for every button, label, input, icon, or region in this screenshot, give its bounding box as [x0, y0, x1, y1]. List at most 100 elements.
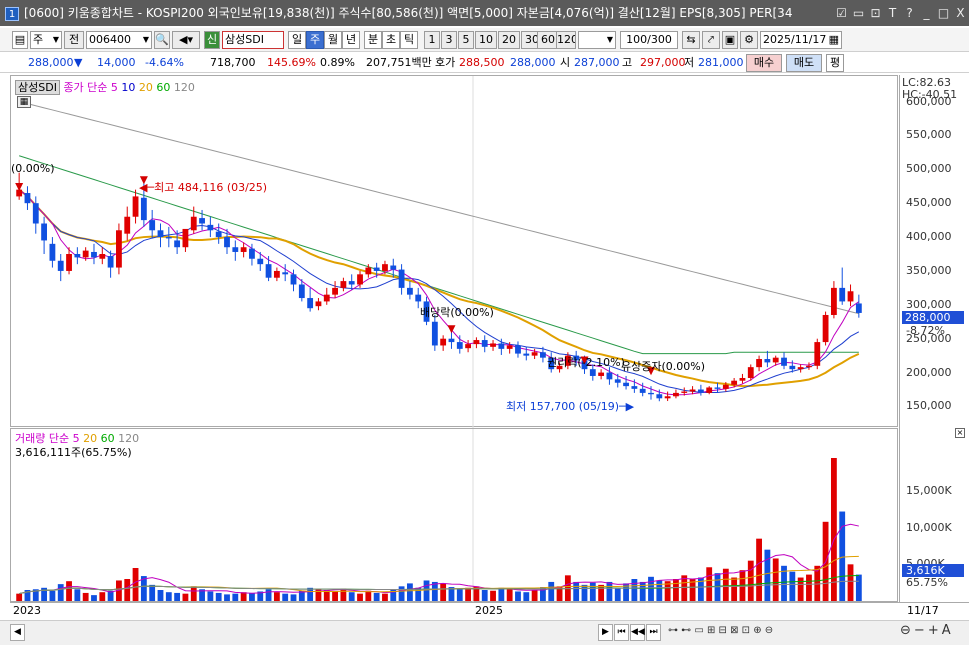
- pin-icon[interactable]: T: [888, 6, 897, 20]
- period-week[interactable]: 주: [306, 31, 324, 49]
- candle-body: [564, 355, 571, 366]
- gear-icon[interactable]: ⚙: [740, 31, 758, 49]
- tile-icon[interactable]: ⊡: [870, 6, 881, 20]
- change-percent: -4.64%: [145, 56, 184, 69]
- menu-icon[interactable]: ▤: [12, 31, 28, 49]
- period-tick[interactable]: 틱: [400, 31, 418, 49]
- candle-body: [132, 196, 139, 217]
- hc-label: HC:-40.51: [902, 88, 958, 101]
- volume-bar: [323, 590, 330, 601]
- minimize-icon[interactable]: _: [923, 6, 930, 20]
- ma-period-60: 60: [156, 81, 171, 94]
- start-annotation: (0.00%): [11, 162, 55, 175]
- x-label-2025: 2025: [475, 604, 503, 617]
- stock-name-field[interactable]: 삼성SDI: [222, 31, 284, 49]
- interval-1[interactable]: 1: [424, 31, 440, 49]
- price-panel-name[interactable]: 삼성SDI: [15, 80, 60, 95]
- candle-body: [747, 367, 754, 378]
- volume-bar: [756, 538, 762, 601]
- calendar-icon[interactable]: ▦: [828, 33, 839, 46]
- speaker-icon[interactable]: ◀▾: [172, 31, 200, 49]
- eval-button[interactable]: 평: [826, 54, 844, 72]
- search-icon[interactable]: 🔍: [154, 31, 170, 49]
- sell-button[interactable]: 매도: [786, 54, 822, 72]
- cursor-icon[interactable]: ⤤: [702, 31, 720, 49]
- candle-body: [66, 254, 72, 271]
- volume-bar: [747, 560, 754, 601]
- volume-chart[interactable]: 거래량 단순 5 20 60 120 3,616,111주(65.75%): [10, 428, 898, 603]
- scroll-left-icon[interactable]: ◀: [10, 624, 25, 641]
- date-input[interactable]: 2025/11/17 ▦: [760, 31, 842, 49]
- chart-scrollbar[interactable]: ◀ ▶ ⏮ ◀◀ ⏭ ⊶ ⊷ ▭ ⊞ ⊟ ⊠ ⊡ ⊕ ⊖ ⊖−+A: [0, 620, 969, 645]
- price-chart[interactable]: 삼성SDI 종가 단순 5 10 20 60 120 ▦ (0.00%) ◀─최…: [10, 75, 898, 428]
- interval-20[interactable]: 20: [498, 31, 520, 49]
- interval-custom-select[interactable]: ▼: [578, 31, 616, 49]
- vol-ma-5: 5: [72, 432, 80, 445]
- ma-period-10: 10: [121, 81, 136, 94]
- volume-bar: [149, 584, 156, 601]
- candle-body: [556, 365, 563, 370]
- interval-10[interactable]: 10: [475, 31, 497, 49]
- scroll-last-icon[interactable]: ⏭: [646, 624, 661, 641]
- chevron-down-icon: ▼: [142, 35, 149, 44]
- zoom-icons[interactable]: ⊶ ⊷ ▭ ⊞ ⊟ ⊠ ⊡ ⊕ ⊖: [668, 625, 774, 636]
- arrows-icon[interactable]: ⇆: [682, 31, 700, 49]
- candle-body: [697, 389, 704, 393]
- price-y-tick: 350,000: [906, 263, 952, 277]
- candle-body: [631, 386, 638, 389]
- candle-body: [149, 220, 156, 231]
- scroll-right-icon[interactable]: ▶: [598, 624, 613, 641]
- candle-body: [182, 228, 189, 248]
- interval-3[interactable]: 3: [441, 31, 457, 49]
- interval-5[interactable]: 5: [458, 31, 474, 49]
- plus-icon[interactable]: +: [927, 623, 942, 638]
- maximize-icon[interactable]: □: [937, 6, 950, 20]
- count-input[interactable]: 100/300: [620, 31, 678, 49]
- zoom-fit-icon[interactable]: ⊖: [900, 623, 914, 638]
- help-icon[interactable]: ?: [906, 6, 913, 20]
- interval-60[interactable]: 60: [537, 31, 559, 49]
- buy-button[interactable]: 매수: [746, 54, 782, 72]
- dividend-annotation: 배당락(0.00%): [420, 306, 494, 319]
- volume-bar: [456, 588, 463, 601]
- font-size-icon[interactable]: A: [941, 623, 954, 638]
- event-marker-icon: [15, 182, 24, 191]
- zoom-controls[interactable]: ⊖−+A: [900, 623, 954, 638]
- scroll-prev-icon[interactable]: ◀◀: [630, 624, 645, 641]
- candle-body: [16, 189, 23, 197]
- interval-120[interactable]: 120: [556, 31, 576, 49]
- volume-bar: [465, 587, 472, 601]
- save-icon[interactable]: ▣: [722, 31, 738, 49]
- candle-body: [82, 250, 89, 258]
- ma-period-5: 5: [110, 81, 118, 94]
- volume-bar: [431, 581, 438, 601]
- candle-body: [581, 360, 588, 370]
- period-month[interactable]: 월: [324, 31, 342, 49]
- period-second[interactable]: 초: [382, 31, 400, 49]
- market-select[interactable]: 주 ▼: [30, 31, 62, 49]
- volume-bar: [606, 581, 613, 601]
- stock-code-input[interactable]: 006400 ▼: [86, 31, 152, 49]
- volume-bar: [190, 586, 197, 601]
- grid-icon[interactable]: ▦: [17, 96, 31, 108]
- scroll-first-icon[interactable]: ⏮: [614, 624, 629, 641]
- prev-button[interactable]: 전: [64, 31, 84, 49]
- volume-bar: [282, 593, 289, 601]
- credit-badge: 신: [204, 31, 220, 49]
- volume-bar: [290, 594, 297, 601]
- panel-close-icon[interactable]: ×: [955, 428, 965, 438]
- volume-bar: [772, 558, 779, 601]
- rights-annotation: 권리락(-2.10%): [547, 356, 625, 369]
- period-minute[interactable]: 분: [364, 31, 382, 49]
- close-icon[interactable]: X: [956, 6, 965, 20]
- volume-bar: [232, 593, 239, 601]
- period-day[interactable]: 일: [288, 31, 306, 49]
- minus-icon[interactable]: −: [913, 623, 928, 638]
- window-number-badge: 1: [5, 6, 19, 21]
- candle-body: [116, 230, 122, 268]
- candle-body: [481, 340, 488, 347]
- link-icon[interactable]: ☑: [836, 6, 847, 20]
- period-year[interactable]: 년: [342, 31, 360, 49]
- candle-body: [756, 359, 762, 368]
- restore-icon[interactable]: ▭: [852, 6, 865, 20]
